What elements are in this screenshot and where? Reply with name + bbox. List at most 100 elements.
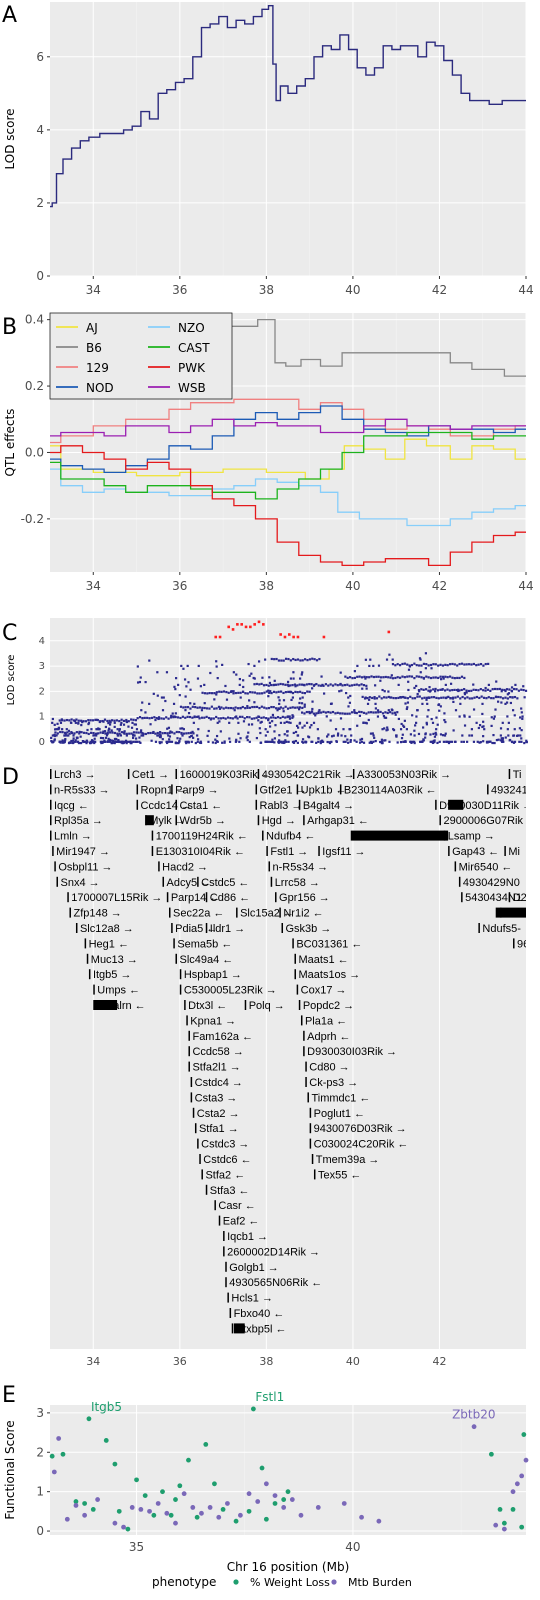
snp-point xyxy=(296,691,299,694)
snp-point xyxy=(521,717,524,720)
snp-point xyxy=(506,728,509,731)
snp-point xyxy=(106,719,109,723)
snp-point xyxy=(435,696,438,700)
snp-point xyxy=(81,721,84,724)
snp-point xyxy=(139,741,142,744)
functional-score-point xyxy=(341,1501,347,1506)
snp-point xyxy=(220,706,223,709)
snp-point xyxy=(486,688,490,691)
snp-point xyxy=(277,690,280,693)
gene-label: Cstdc3 → xyxy=(201,1139,249,1151)
snp-point xyxy=(443,718,446,722)
snp-point xyxy=(520,737,523,740)
snp-point xyxy=(258,683,261,686)
gene-label: Mir6540 ← xyxy=(459,861,513,873)
snp-point xyxy=(388,740,391,743)
snp-point xyxy=(63,731,67,734)
snp-point xyxy=(310,711,313,714)
snp-point xyxy=(403,719,406,722)
snp-point xyxy=(70,721,73,724)
snp-point xyxy=(456,664,459,667)
snp-point xyxy=(168,740,172,743)
snp-point xyxy=(401,675,404,678)
snp-point xyxy=(421,702,424,705)
snp-point xyxy=(110,729,113,732)
snp-point xyxy=(87,722,90,726)
snp-point xyxy=(437,703,441,706)
snp-point xyxy=(161,732,164,735)
snp-point xyxy=(283,741,286,744)
snp-point xyxy=(318,657,321,661)
gene-tick xyxy=(205,1184,208,1195)
snp-point xyxy=(368,664,371,668)
snp-point xyxy=(478,724,482,727)
functional-score-point xyxy=(177,1483,183,1489)
snp-point xyxy=(125,732,128,735)
snp-point xyxy=(268,676,271,679)
snp-point xyxy=(521,715,524,718)
snp-point xyxy=(299,677,302,680)
snp-point xyxy=(214,738,217,741)
snp-point xyxy=(205,707,209,710)
snp-point xyxy=(184,695,187,698)
gene-label: Lrch3 → xyxy=(54,769,96,781)
snp-point xyxy=(174,712,177,715)
snp-point xyxy=(295,724,299,728)
snp-point xyxy=(149,731,152,735)
snp-point xyxy=(89,741,92,745)
snp-point xyxy=(380,740,384,743)
snp-point xyxy=(210,692,214,695)
snp-point xyxy=(329,719,332,722)
snp-point xyxy=(154,740,158,743)
snp-point xyxy=(422,726,425,729)
snp-point xyxy=(276,709,279,712)
gene-tick xyxy=(244,1000,247,1010)
snp-point xyxy=(434,690,437,693)
gene-tick xyxy=(175,953,177,964)
snp-point xyxy=(165,740,168,743)
snp-point xyxy=(213,692,216,695)
snp-point xyxy=(448,689,451,692)
snp-point xyxy=(296,741,299,744)
snp-point xyxy=(298,706,302,709)
functional-score-point xyxy=(289,1497,295,1502)
gene-tick xyxy=(50,815,52,826)
snp-point xyxy=(218,720,221,723)
snp-point xyxy=(294,690,297,694)
snp-point xyxy=(416,695,419,698)
snp-point xyxy=(369,658,372,661)
snp-point xyxy=(482,664,485,667)
snp-point xyxy=(109,731,112,734)
snp-point xyxy=(99,740,102,743)
snp-point xyxy=(201,706,204,709)
snp-point xyxy=(514,683,517,686)
gene-tick xyxy=(50,830,52,841)
snp-point xyxy=(508,688,511,691)
snp-point xyxy=(247,662,250,666)
functional-score-point xyxy=(523,1457,529,1463)
snp-point xyxy=(277,696,280,699)
snp-point xyxy=(323,692,326,695)
snp-point xyxy=(255,682,258,686)
snp-point xyxy=(481,725,484,729)
gene-label: Nr1i2 ← xyxy=(283,908,323,920)
snp-point xyxy=(507,734,510,737)
snp-point xyxy=(118,728,121,731)
snp-point xyxy=(152,692,155,695)
snp-point xyxy=(322,710,325,713)
snp-point xyxy=(284,657,288,660)
snp-point xyxy=(477,663,480,666)
snp-point xyxy=(125,720,128,723)
snp-point-significant xyxy=(283,635,287,639)
snp-point xyxy=(292,715,295,718)
snp-point xyxy=(291,684,294,687)
snp-point xyxy=(473,696,476,699)
snp-point xyxy=(239,737,242,740)
snp-point xyxy=(478,741,481,744)
snp-point xyxy=(471,697,474,700)
snp-point xyxy=(66,731,69,734)
snp-point xyxy=(182,732,186,735)
snp-point xyxy=(265,707,268,710)
snp-point xyxy=(372,675,376,679)
snp-point xyxy=(472,662,475,666)
